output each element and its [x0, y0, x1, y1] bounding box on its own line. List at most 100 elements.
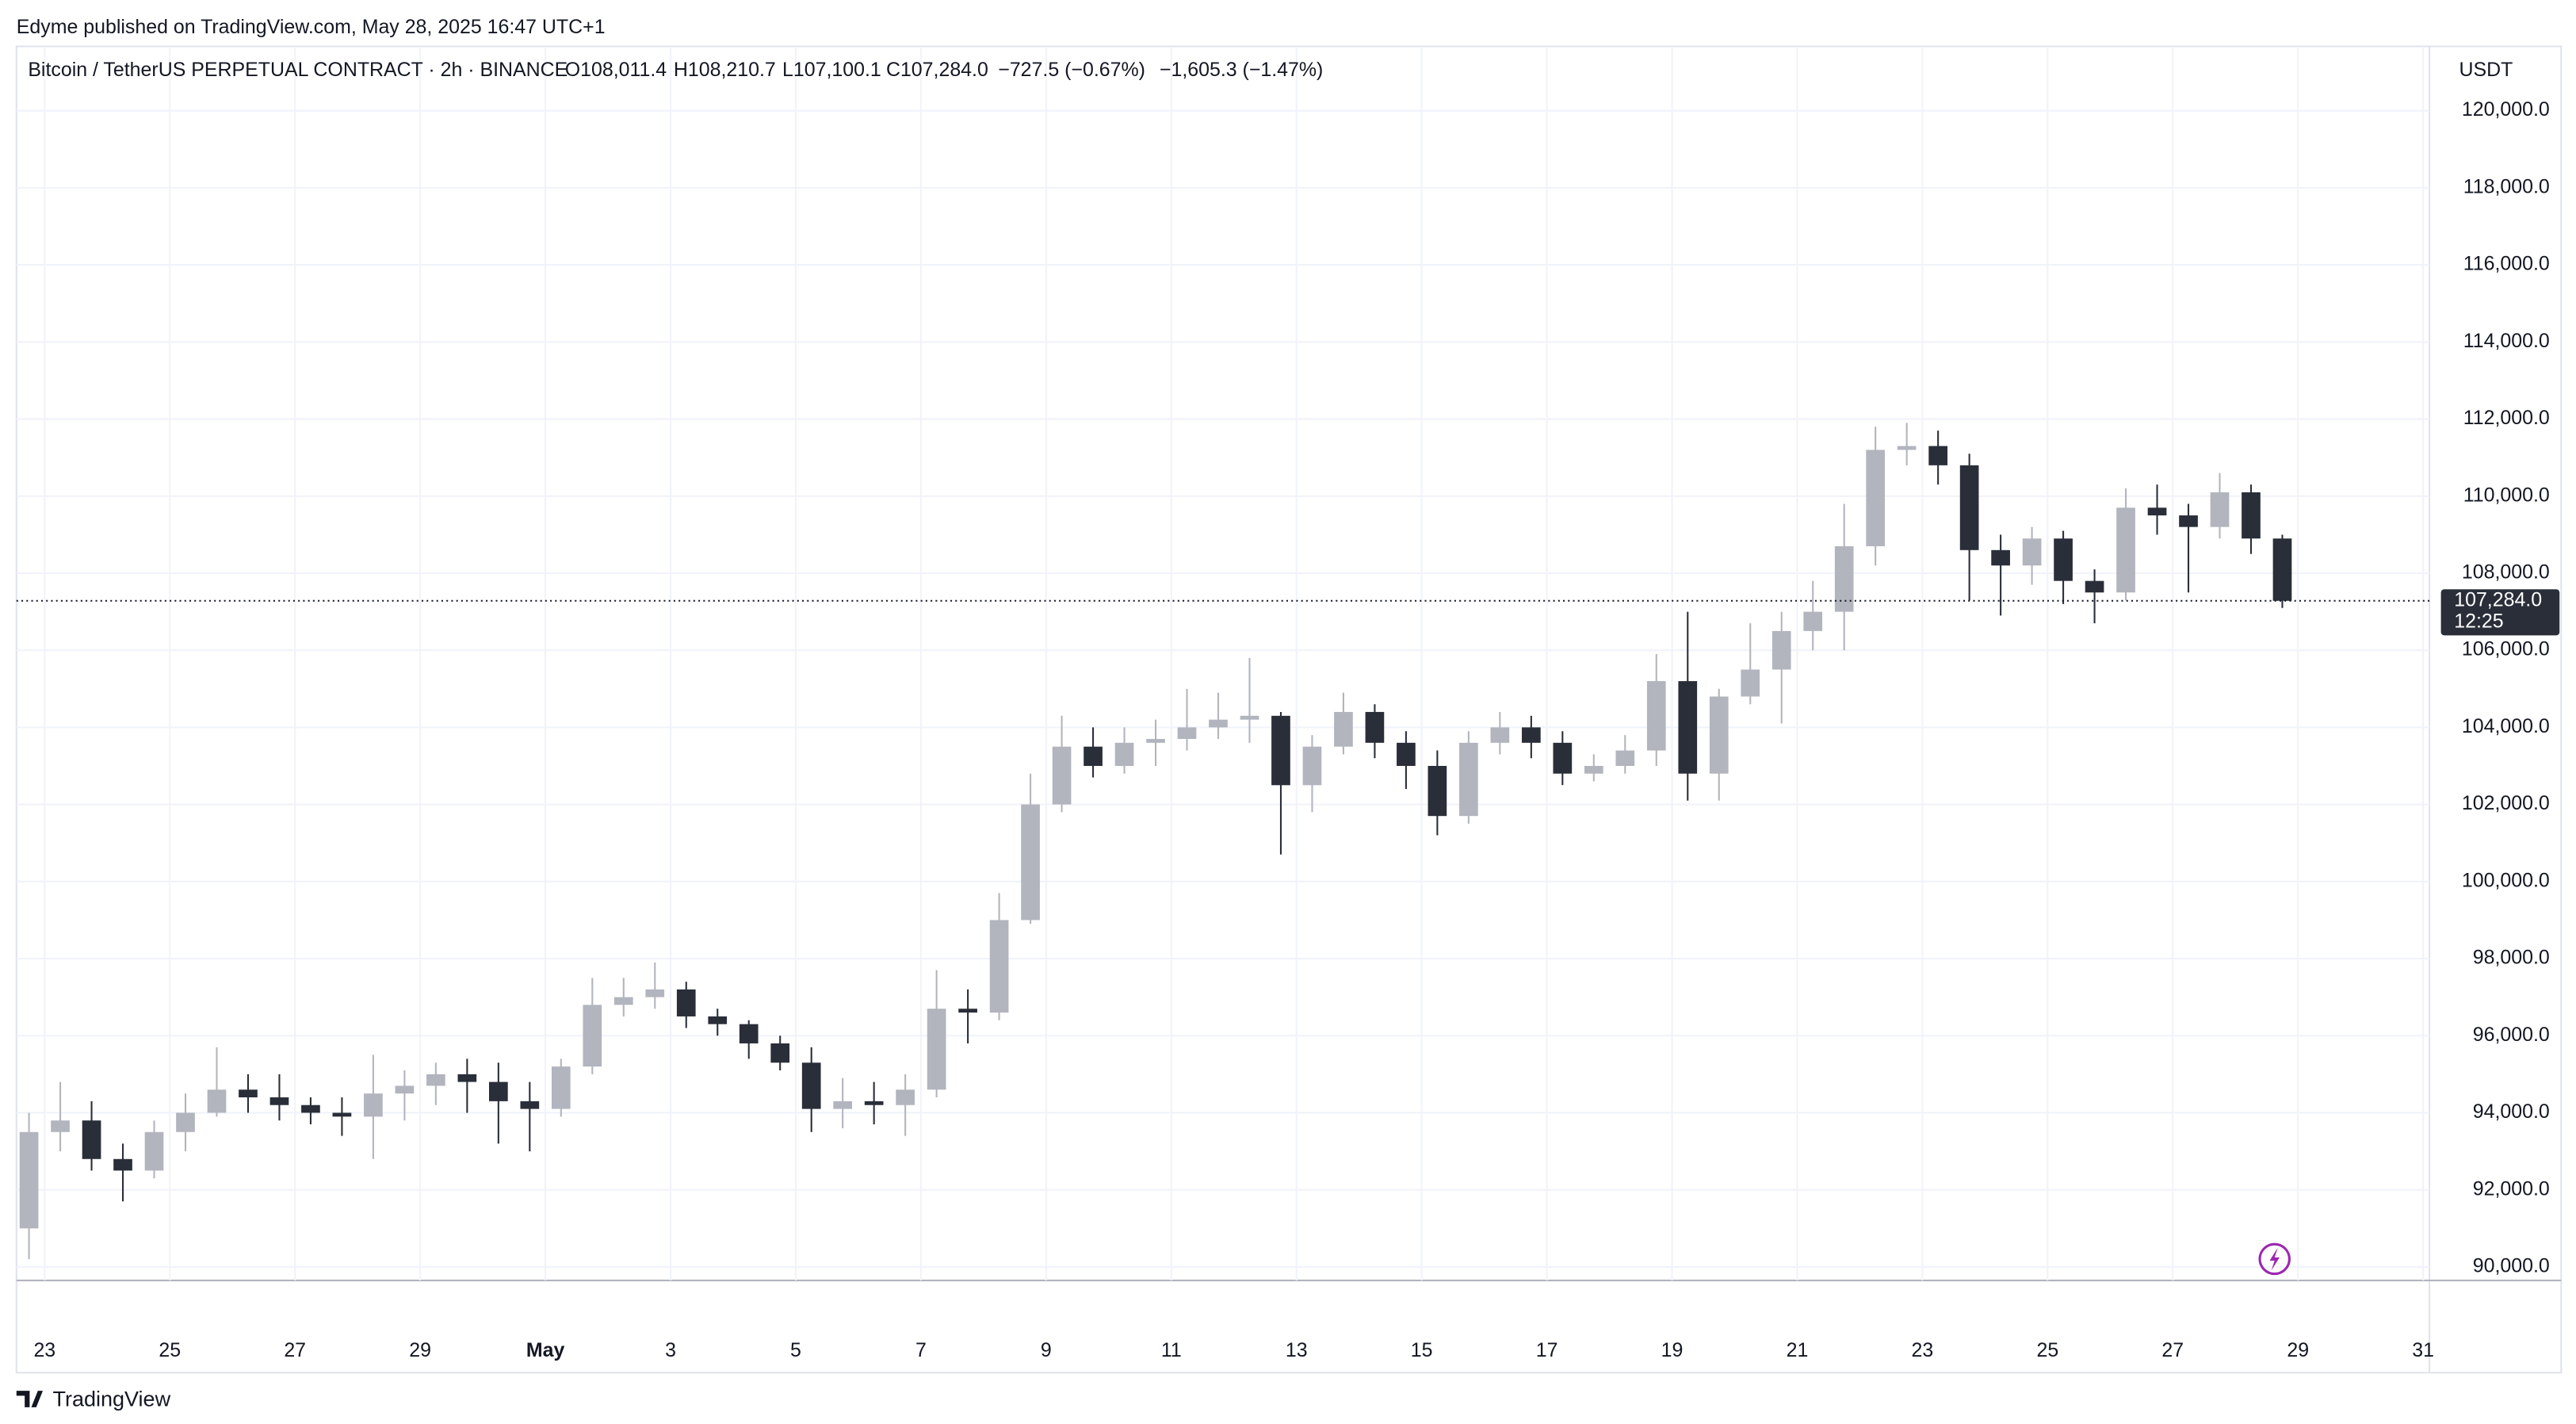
y-tick-label: 112,000.0: [2463, 407, 2550, 429]
x-tick-label: May: [526, 1339, 565, 1361]
candle-body: [583, 1005, 602, 1067]
last-price-label: 107,284.0: [2454, 588, 2542, 611]
brand: TradingView: [52, 1388, 170, 1411]
candle-body: [1490, 727, 1510, 743]
legend: Bitcoin / TetherUS PERPETUAL CONTRACT · …: [28, 59, 1323, 81]
y-tick-label: 98,000.0: [2473, 947, 2550, 969]
candle-body: [2022, 538, 2042, 566]
candle-body: [989, 920, 1009, 1013]
candle-body: [1709, 696, 1729, 774]
candle-body: [739, 1024, 759, 1043]
x-tick-label: 15: [1411, 1339, 1433, 1361]
candle-body: [144, 1131, 164, 1171]
symbol-label: Bitcoin / TetherUS PERPETUAL CONTRACT · …: [28, 59, 568, 81]
candle-body: [51, 1120, 70, 1132]
candle-body: [1334, 711, 1353, 747]
candle-body: [2272, 538, 2292, 601]
candle-body: [1146, 738, 1165, 743]
x-tick-label: 29: [409, 1339, 431, 1361]
y-tick-label: 106,000.0: [2462, 638, 2550, 660]
chart-frame: [15, 45, 2563, 1374]
x-tick-label: 7: [915, 1339, 927, 1361]
candle-body: [1114, 742, 1134, 766]
x-tick-label: 17: [1536, 1339, 1558, 1361]
x-tick-label: 31: [2412, 1339, 2434, 1361]
x-tick-label: 21: [1787, 1339, 1809, 1361]
candle-body: [2085, 580, 2104, 593]
candles: [16, 423, 2430, 1260]
candle-body: [864, 1101, 884, 1105]
x-tick-label: 19: [1661, 1339, 1684, 1361]
candle-body: [1240, 715, 1259, 720]
countdown-label: 12:25: [2454, 610, 2503, 632]
candle-body: [1521, 727, 1541, 743]
candle-body: [1928, 446, 1947, 465]
candle-body: [332, 1112, 352, 1117]
x-tick-label: 25: [159, 1339, 181, 1361]
candle-body: [2179, 515, 2198, 527]
y-tick-label: 94,000.0: [2473, 1101, 2550, 1123]
x-tick-label: 3: [665, 1339, 676, 1361]
candle-body: [207, 1089, 227, 1113]
candle-body: [426, 1074, 445, 1086]
candle-body: [301, 1104, 320, 1113]
candle-body: [1084, 746, 1103, 766]
candle-body: [613, 997, 633, 1005]
candle-body: [1177, 727, 1197, 739]
x-tick-label: 27: [284, 1339, 306, 1361]
change-day: −1,605.3 (−1.47%): [1160, 59, 1323, 81]
candle-body: [676, 989, 696, 1016]
candle-body: [1271, 715, 1290, 786]
y-tick-label: 92,000.0: [2473, 1177, 2550, 1200]
x-tick-label: 23: [33, 1339, 55, 1361]
candle-body: [520, 1101, 540, 1109]
x-tick-label: 13: [1286, 1339, 1308, 1361]
y-tick-label: 90,000.0: [2473, 1254, 2550, 1277]
y-tick-label: 114,000.0: [2463, 330, 2550, 352]
candle-body: [1959, 465, 1979, 550]
candle-body: [457, 1074, 477, 1082]
candle-body: [1866, 450, 1886, 546]
ohlc-high: H108,210.7: [674, 59, 776, 81]
candle-body: [1553, 742, 1573, 774]
candle-body: [1428, 765, 1447, 817]
candle-body: [1052, 746, 1072, 805]
currency-label[interactable]: USDT: [2459, 59, 2513, 81]
footer-logo[interactable]: TradingView: [16, 1388, 171, 1411]
x-tick-label: 29: [2287, 1339, 2309, 1361]
candle-body: [2242, 492, 2261, 539]
candle-body: [1771, 630, 1791, 670]
candle-body: [1302, 746, 1322, 786]
candle-body: [770, 1043, 790, 1063]
y-tick-label: 118,000.0: [2463, 175, 2550, 197]
candle-body: [801, 1062, 821, 1109]
candle-body: [82, 1120, 101, 1159]
candle-body: [1646, 681, 1666, 751]
candle-body: [2116, 507, 2135, 593]
x-tick-label: 25: [2036, 1339, 2058, 1361]
candle-body: [2210, 492, 2230, 527]
x-tick-label: 27: [2161, 1339, 2184, 1361]
candle-body: [1209, 719, 1228, 728]
candle-body: [1834, 545, 1854, 612]
alert-icon[interactable]: [2258, 1242, 2291, 1276]
candle-body: [1459, 742, 1478, 817]
candle-body: [645, 989, 665, 997]
candle-body: [1365, 711, 1385, 743]
candle-body: [1397, 742, 1416, 766]
axes: 90,000.0 92,000.0 94,000.0 96,000.0 98,000.0…: [33, 98, 2560, 1361]
y-tick-label: 102,000.0: [2462, 792, 2550, 814]
y-tick-label: 108,000.0: [2462, 561, 2550, 584]
candle-body: [239, 1089, 258, 1098]
candle-body: [551, 1066, 571, 1109]
x-tick-label: 9: [1041, 1339, 1052, 1361]
candle-body: [1021, 804, 1040, 921]
candle-body: [1991, 549, 2010, 566]
x-tick-label: 23: [1912, 1339, 1934, 1361]
candle-body: [489, 1081, 508, 1101]
y-tick-label: 104,000.0: [2462, 715, 2550, 737]
candle-body: [176, 1112, 195, 1132]
ohlc-close: C107,284.0: [886, 59, 988, 81]
